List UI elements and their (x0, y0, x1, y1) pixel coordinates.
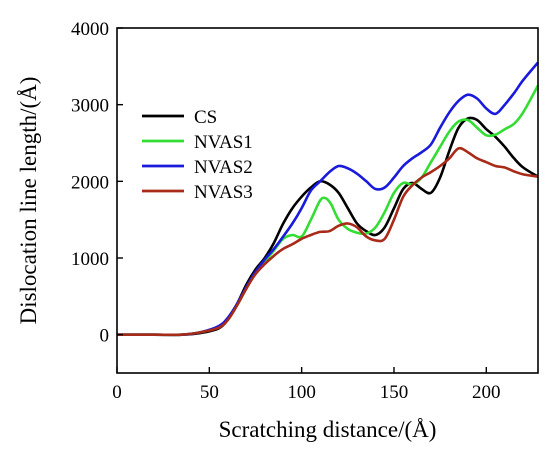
series-line-nvas1 (117, 84, 540, 337)
x-axis-title: Scratching distance/(Å) (219, 417, 437, 442)
y-axis-title: Dislocation line length/(Å) (16, 77, 41, 325)
x-tick-label: 0 (112, 382, 122, 403)
y-tick-label: 1000 (71, 249, 109, 270)
legend-label-nvas2: NVAS2 (194, 157, 253, 178)
series-layer (117, 61, 540, 337)
y-tick-label: 2000 (71, 172, 109, 193)
legend-label-cs: CS (194, 107, 217, 128)
legend: CS NVAS1 NVAS2 NVAS3 (142, 107, 253, 203)
x-tick-label: 100 (287, 382, 316, 403)
y-tick-label: 0 (100, 326, 110, 347)
x-axis-ticks: 0 50 100 150 200 (112, 367, 501, 403)
y-axis-ticks: 0 1000 2000 3000 4000 (71, 19, 123, 347)
series-line-nvas3 (117, 146, 539, 337)
x-tick-label: 50 (200, 382, 219, 403)
series-line-cs (117, 116, 539, 337)
legend-label-nvas3: NVAS3 (194, 182, 253, 203)
plot-frame (116, 27, 539, 374)
x-tick-label: 200 (472, 382, 501, 403)
y-tick-label: 3000 (71, 96, 109, 117)
legend-label-nvas1: NVAS1 (194, 132, 253, 153)
x-tick-label: 150 (380, 382, 409, 403)
y-tick-label: 4000 (71, 19, 109, 40)
